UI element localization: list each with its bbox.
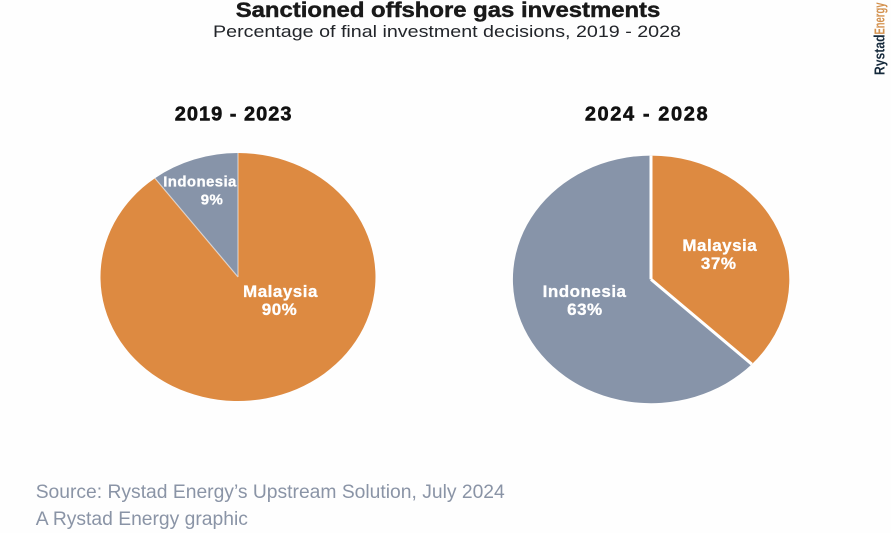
svg-text:Energy: Energy <box>873 2 889 34</box>
svg-text:Rystad: Rystad <box>873 35 889 76</box>
